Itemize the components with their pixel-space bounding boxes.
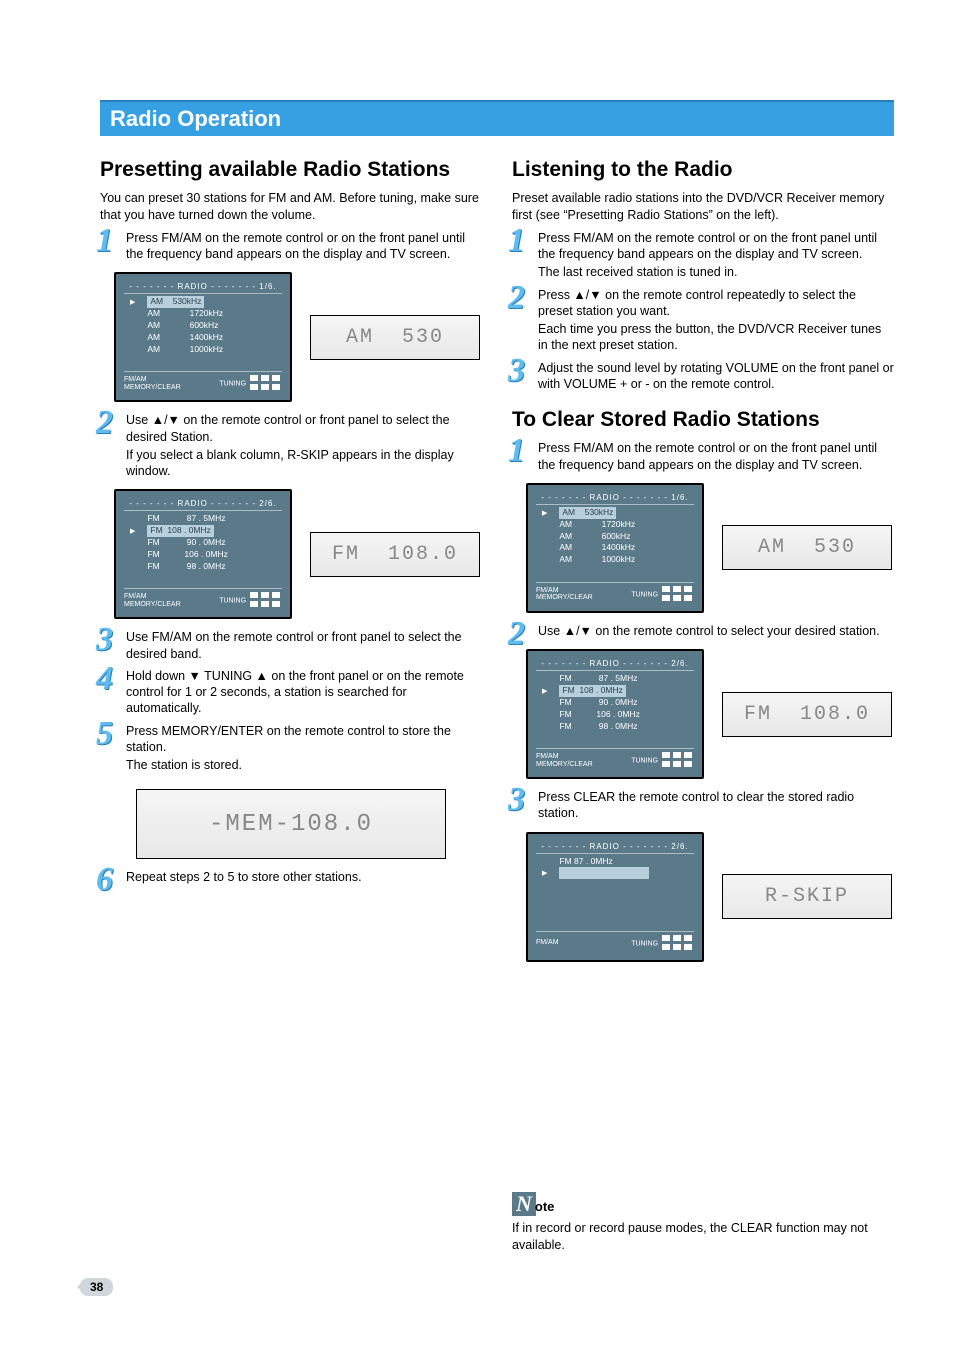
osd2-bottom: FM/AMMEMORY/CLEAR TUNING bbox=[124, 588, 282, 609]
lcd2-freq: 108.0 bbox=[388, 543, 458, 566]
section-header: Radio Operation bbox=[100, 100, 894, 136]
clear-step-2: 2 Use ▲/▼ on the remote control to selec… bbox=[512, 623, 894, 639]
r-step-number-2: 2 bbox=[508, 281, 525, 315]
lcd-rskip-text: R-SKIP bbox=[765, 885, 849, 908]
r-step-number-1: 1 bbox=[508, 224, 525, 258]
osd1-bottom: FM/AMMEMORY/CLEAR TUNING bbox=[124, 371, 282, 392]
right-column: Listening to the Radio Preset available … bbox=[512, 150, 894, 1253]
left-step-4-text: Hold down ▼ TUNING ▲ on the front panel … bbox=[126, 668, 482, 717]
osd-screen-c3: - - - - - - - RADIO - - - - - - - 2/6. F… bbox=[526, 832, 704, 962]
manual-page: Radio Operation Presetting available Rad… bbox=[0, 0, 954, 1253]
left-step-1-text: Press FM/AM on the remote control or on … bbox=[126, 230, 482, 263]
left-step-2: 2 Use ▲/▼ on the remote control or front… bbox=[100, 412, 482, 479]
page-number: 38 bbox=[80, 1278, 113, 1296]
osd-c1-header: - - - - - - - RADIO - - - - - - - 1/6. bbox=[536, 493, 694, 502]
lcd2-band: FM bbox=[332, 543, 360, 566]
osd-c3-list: FM 87 . 0MHz bbox=[536, 856, 694, 915]
note-icon: N bbox=[512, 1192, 536, 1216]
osd2-list: FM 87 . 5MHz FM 108 . 0MHz FM 90 . 0MHz … bbox=[124, 513, 282, 572]
osd1-list: AM 530kHz AM 1720kHz AM 600kHz AM 1400kH… bbox=[124, 296, 282, 355]
lcd1-band: AM bbox=[346, 326, 374, 349]
left-step-5-text: Press MEMORY/ENTER on the remote control… bbox=[126, 723, 482, 756]
left-step-2-text: Use ▲/▼ on the remote control or front p… bbox=[126, 412, 482, 445]
osd-c1-bottom: FM/AMMEMORY/CLEAR TUNING bbox=[536, 582, 694, 603]
left-step-6-text: Repeat steps 2 to 5 to store other stati… bbox=[126, 869, 482, 885]
osd-c2-bottom: FM/AMMEMORY/CLEAR TUNING bbox=[536, 748, 694, 769]
osd-c3-header: - - - - - - - RADIO - - - - - - - 2/6. bbox=[536, 842, 694, 851]
left-step-4: 4 Hold down ▼ TUNING ▲ on the front pane… bbox=[100, 668, 482, 717]
lcd-memory: -MEM-108.0 bbox=[136, 789, 446, 859]
lcd-am-530: AM 530 bbox=[310, 315, 480, 360]
lcd-c2: FM 108.0 bbox=[722, 692, 892, 737]
osd1-header: - - - - - - - RADIO - - - - - - - 1/6. bbox=[124, 282, 282, 291]
step-number-1: 1 bbox=[96, 224, 113, 258]
left-step-5-sub: The station is stored. bbox=[126, 757, 482, 773]
left-column: Presetting available Radio Stations You … bbox=[100, 150, 482, 1253]
osd-screen-am: - - - - - - - RADIO - - - - - - - 1/6. A… bbox=[114, 272, 292, 402]
right-title-2: To Clear Stored Radio Stations bbox=[512, 408, 894, 432]
illustration-row-2: - - - - - - - RADIO - - - - - - - 2/6. F… bbox=[114, 489, 482, 619]
illustration-row-1: - - - - - - - RADIO - - - - - - - 1/6. A… bbox=[114, 272, 482, 402]
two-column-layout: Presetting available Radio Stations You … bbox=[100, 150, 894, 1253]
illustration-row-c1: - - - - - - - RADIO - - - - - - - 1/6. A… bbox=[526, 483, 894, 613]
note-body: If in record or record pause modes, the … bbox=[512, 1220, 894, 1254]
r-step-1-sub: The last received station is tuned in. bbox=[538, 264, 894, 280]
left-step-3: 3 Use FM/AM on the remote control or fro… bbox=[100, 629, 482, 662]
r-step-1-text: Press FM/AM on the remote control or on … bbox=[538, 230, 894, 263]
right-title-1: Listening to the Radio bbox=[512, 158, 894, 182]
left-title: Presetting available Radio Stations bbox=[100, 158, 482, 182]
right-step-2: 2 Press ▲/▼ on the remote control repeat… bbox=[512, 287, 894, 354]
lcd-c1: AM 530 bbox=[722, 525, 892, 570]
c-step-1-text: Press FM/AM on the remote control or on … bbox=[538, 440, 894, 473]
lcd-mem-text: -MEM-108.0 bbox=[209, 811, 373, 838]
right-step-1: 1 Press FM/AM on the remote control or o… bbox=[512, 230, 894, 281]
step-number-3: 3 bbox=[96, 623, 113, 657]
note-rest: ote bbox=[535, 1199, 555, 1214]
left-step-6: 6 Repeat steps 2 to 5 to store other sta… bbox=[100, 869, 482, 885]
osd-c1-list: AM 530kHz AM 1720kHz AM 600kHz AM 1400kH… bbox=[536, 507, 694, 566]
c-step-number-1: 1 bbox=[508, 434, 525, 468]
c-step-number-2: 2 bbox=[508, 617, 525, 651]
left-intro: You can preset 30 stations for FM and AM… bbox=[100, 190, 482, 224]
right-step-3: 3 Adjust the sound level by rotating VOL… bbox=[512, 360, 894, 393]
r-step-3-text: Adjust the sound level by rotating VOLUM… bbox=[538, 360, 894, 393]
c-step-3-text: Press CLEAR the remote control to clear … bbox=[538, 789, 894, 822]
note-section: N ote If in record or record pause modes… bbox=[512, 1192, 894, 1254]
osd-c3-bottom: FM/AM TUNING bbox=[536, 931, 694, 952]
c-step-2-text: Use ▲/▼ on the remote control to select … bbox=[538, 623, 894, 639]
lcd-fm-108: FM 108.0 bbox=[310, 532, 480, 577]
osd2-header: - - - - - - - RADIO - - - - - - - 2/6. bbox=[124, 499, 282, 508]
lcd-rskip: R-SKIP bbox=[722, 874, 892, 919]
step-number-4: 4 bbox=[96, 662, 113, 696]
right-intro-1: Preset available radio stations into the… bbox=[512, 190, 894, 224]
note-title: N ote bbox=[512, 1192, 894, 1216]
page-badge: 38 bbox=[80, 1278, 113, 1296]
left-step-3-text: Use FM/AM on the remote control or front… bbox=[126, 629, 482, 662]
step-number-5: 5 bbox=[96, 717, 113, 751]
lcd1-freq: 530 bbox=[402, 326, 444, 349]
clear-step-3: 3 Press CLEAR the remote control to clea… bbox=[512, 789, 894, 822]
r-step-2-sub: Each time you press the button, the DVD/… bbox=[538, 321, 894, 354]
left-step-5: 5 Press MEMORY/ENTER on the remote contr… bbox=[100, 723, 482, 774]
step-number-6: 6 bbox=[96, 863, 113, 897]
osd-c2-list: FM 87 . 5MHz FM 108 . 0MHz FM 90 . 0MHz … bbox=[536, 673, 694, 732]
r-step-2-text: Press ▲/▼ on the remote control repeated… bbox=[538, 287, 894, 320]
clear-step-1: 1 Press FM/AM on the remote control or o… bbox=[512, 440, 894, 473]
osd-screen-c1: - - - - - - - RADIO - - - - - - - 1/6. A… bbox=[526, 483, 704, 613]
osd-c2-header: - - - - - - - RADIO - - - - - - - 2/6. bbox=[536, 659, 694, 668]
left-step-2-sub: If you select a blank column, R-SKIP app… bbox=[126, 447, 482, 480]
illustration-row-c3: - - - - - - - RADIO - - - - - - - 2/6. F… bbox=[526, 832, 894, 962]
osd-screen-c2: - - - - - - - RADIO - - - - - - - 2/6. F… bbox=[526, 649, 704, 779]
osd-screen-fm: - - - - - - - RADIO - - - - - - - 2/6. F… bbox=[114, 489, 292, 619]
r-step-number-3: 3 bbox=[508, 354, 525, 388]
step-number-2: 2 bbox=[96, 406, 113, 440]
left-step-1: 1 Press FM/AM on the remote control or o… bbox=[100, 230, 482, 263]
c-step-number-3: 3 bbox=[508, 783, 525, 817]
illustration-row-c2: - - - - - - - RADIO - - - - - - - 2/6. F… bbox=[526, 649, 894, 779]
